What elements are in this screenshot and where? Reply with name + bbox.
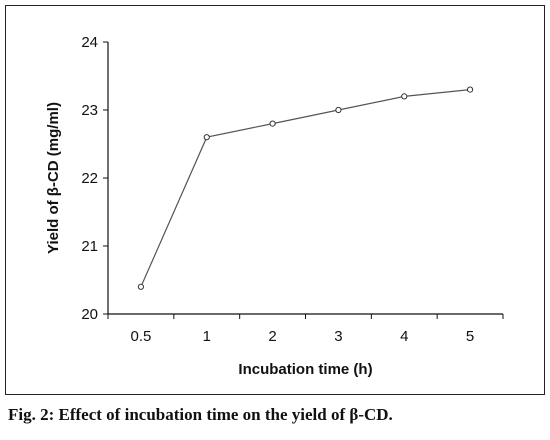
data-point — [401, 93, 408, 100]
figure-frame — [5, 5, 545, 395]
x-tick-label: 0.5 — [130, 328, 151, 345]
x-tick-label: 3 — [334, 328, 342, 345]
y-tick-label: 24 — [81, 34, 98, 51]
data-point — [137, 283, 145, 290]
data-point — [335, 106, 342, 114]
y-tick-label: 21 — [81, 238, 98, 255]
data-point — [466, 86, 474, 93]
y-tick-label: 23 — [81, 102, 98, 119]
axes — [107, 42, 503, 315]
figure-caption: Fig. 2: Effect of incubation time on the… — [8, 405, 393, 424]
y-tick-label: 22 — [81, 170, 98, 187]
x-axis-title: Incubation time (h) — [238, 361, 372, 378]
data-point — [203, 134, 210, 141]
x-tick-label: 5 — [466, 328, 474, 345]
x-tick-label: 4 — [400, 328, 408, 345]
y-axis-title: Yield of β-CD (mg/ml) — [45, 102, 62, 254]
series-line — [140, 89, 471, 288]
data-point — [269, 120, 276, 127]
y-tick-label: 20 — [81, 306, 98, 323]
series-layer — [137, 86, 474, 290]
x-tick-label: 2 — [268, 328, 276, 345]
x-tick-label: 1 — [203, 328, 211, 345]
